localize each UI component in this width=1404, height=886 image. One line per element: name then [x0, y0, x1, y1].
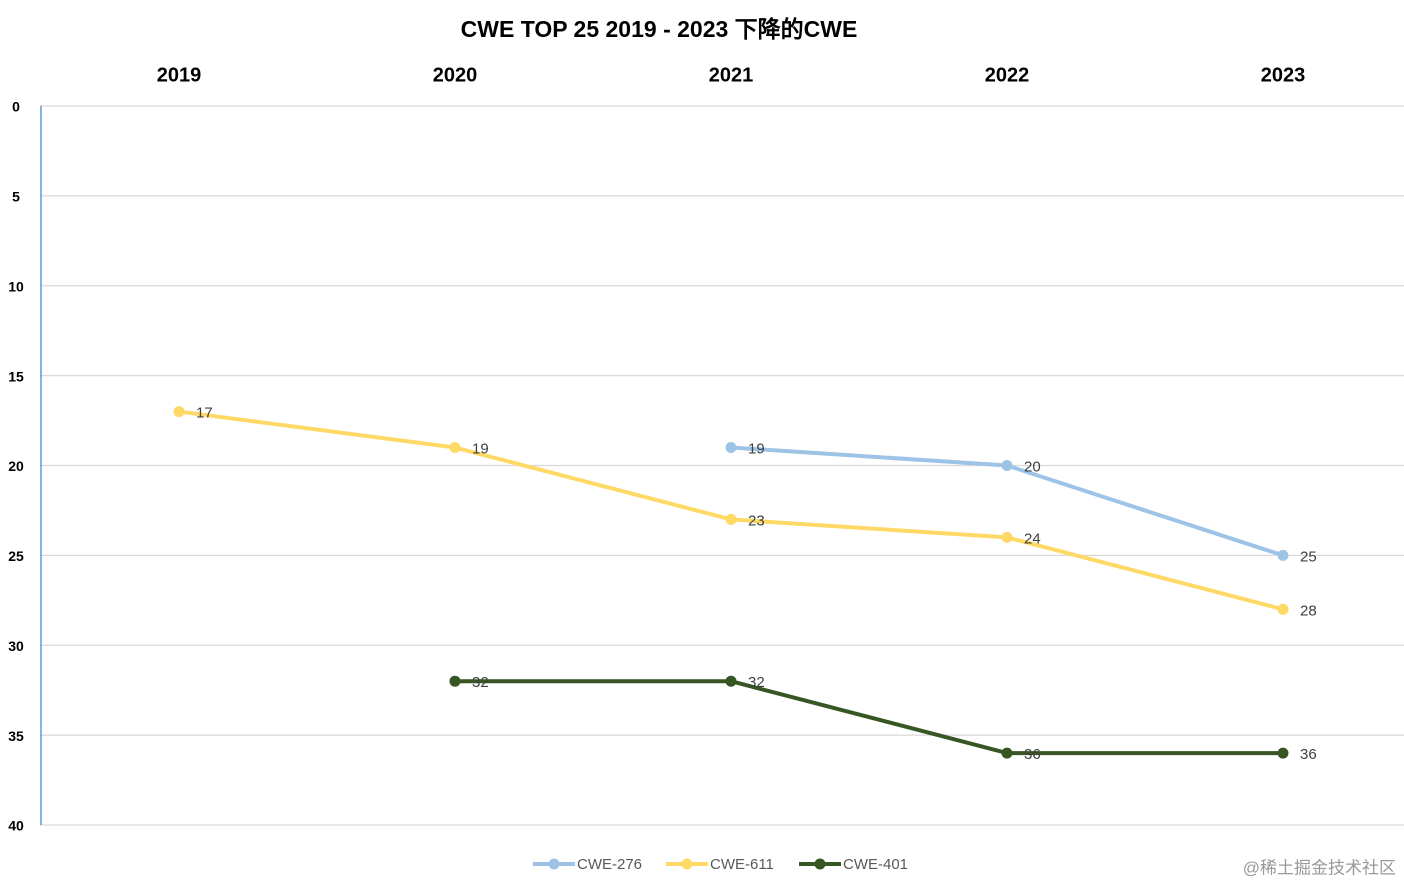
watermark: @稀土掘金技术社区 [1243, 858, 1396, 877]
data-label: 32 [472, 674, 489, 691]
data-label: 28 [1300, 602, 1317, 619]
data-label: 20 [1024, 458, 1041, 475]
legend-marker [681, 858, 693, 870]
marker [449, 442, 461, 454]
legend-label: CWE-401 [843, 856, 908, 873]
marker [725, 442, 737, 454]
data-label: 36 [1300, 746, 1317, 763]
y-tick-label: 5 [12, 189, 20, 205]
legend-marker [548, 858, 560, 870]
legend-label: CWE-276 [577, 856, 642, 873]
marker [449, 675, 461, 687]
y-tick-label: 10 [8, 278, 24, 294]
marker [1001, 460, 1013, 471]
data-label: 17 [196, 405, 213, 422]
y-tick-label: 35 [8, 728, 24, 744]
data-label: 25 [1300, 548, 1317, 565]
marker [1277, 549, 1289, 561]
data-label: 32 [748, 674, 765, 691]
x-tick-label: 2019 [157, 64, 202, 86]
marker [1001, 531, 1013, 543]
x-tick-label: 2022 [985, 64, 1030, 86]
data-label: 24 [1024, 530, 1041, 547]
y-tick-label: 20 [8, 458, 24, 474]
legend-marker [814, 858, 826, 870]
y-tick-label: 0 [12, 99, 20, 115]
marker [725, 675, 737, 687]
y-tick-label: 40 [8, 818, 24, 834]
chart-title: CWE TOP 25 2019 - 2023 下降的CWE [461, 16, 858, 42]
legend-label: CWE-611 [710, 856, 774, 873]
data-label: 19 [472, 440, 489, 457]
x-tick-label: 2023 [1261, 64, 1306, 86]
marker [725, 513, 737, 525]
data-label: 23 [748, 512, 765, 529]
marker [1001, 747, 1013, 759]
y-tick-label: 30 [8, 638, 24, 654]
marker [1277, 603, 1289, 615]
marker [173, 406, 185, 418]
y-tick-label: 15 [8, 368, 24, 384]
y-tick-label: 25 [8, 548, 24, 564]
x-tick-label: 2021 [709, 64, 754, 86]
data-label: 36 [1024, 746, 1041, 763]
data-label: 19 [748, 440, 765, 457]
marker [1277, 747, 1289, 759]
series-line [455, 679, 1283, 756]
x-tick-label: 2020 [433, 64, 478, 86]
